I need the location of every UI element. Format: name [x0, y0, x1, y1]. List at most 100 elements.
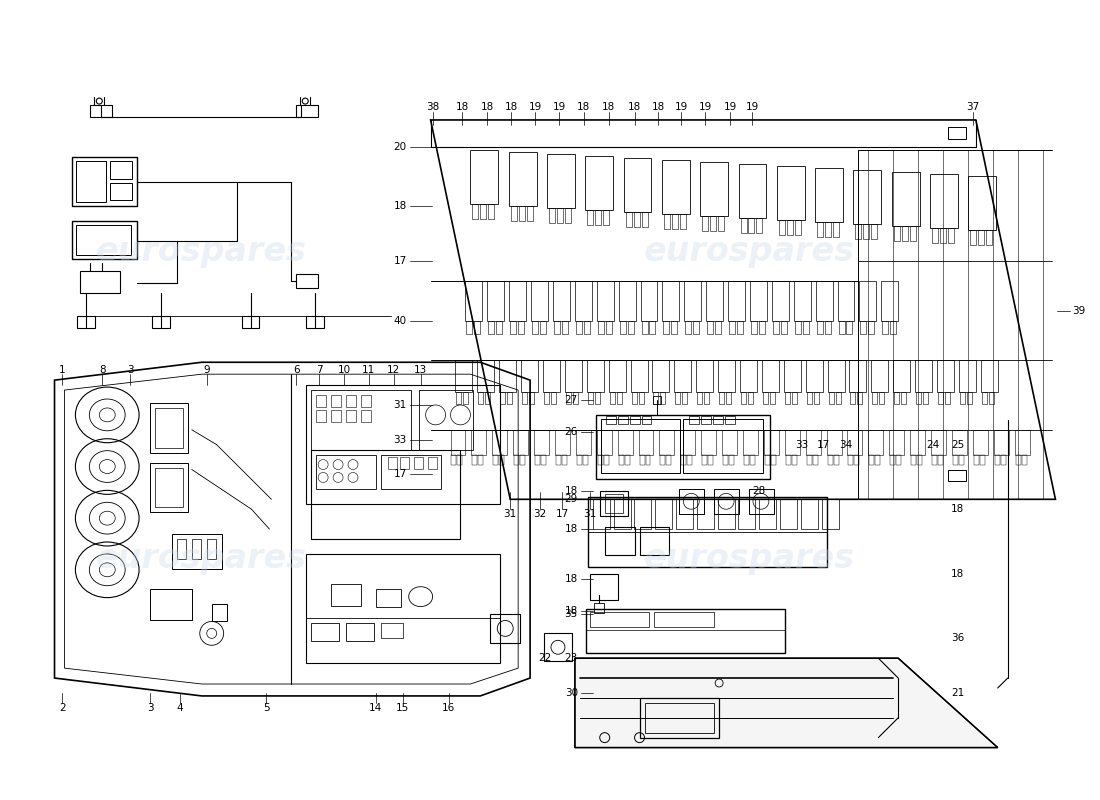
Bar: [932, 454, 937, 465]
Bar: [500, 392, 505, 404]
Bar: [702, 216, 708, 231]
Bar: [1014, 430, 1030, 454]
Text: 19: 19: [724, 102, 737, 112]
Bar: [554, 321, 560, 334]
Bar: [451, 430, 465, 454]
Bar: [726, 392, 732, 404]
Bar: [981, 360, 998, 392]
Bar: [806, 392, 812, 404]
Text: 4: 4: [177, 703, 184, 713]
Bar: [748, 218, 755, 233]
Bar: [672, 214, 678, 229]
Bar: [780, 499, 796, 529]
Bar: [586, 609, 784, 654]
Bar: [683, 419, 763, 474]
Bar: [649, 321, 656, 334]
Bar: [587, 210, 593, 226]
Bar: [850, 392, 856, 404]
Bar: [575, 281, 592, 321]
Bar: [596, 415, 770, 479]
Bar: [618, 416, 628, 424]
Bar: [722, 430, 737, 454]
Bar: [856, 224, 861, 239]
Bar: [311, 450, 461, 539]
Bar: [242, 315, 260, 327]
Text: 18: 18: [564, 574, 578, 584]
Bar: [938, 454, 943, 465]
Text: 12: 12: [387, 366, 400, 375]
Bar: [535, 454, 540, 465]
Bar: [150, 462, 188, 512]
Bar: [916, 392, 921, 404]
Text: 14: 14: [370, 703, 383, 713]
Bar: [876, 454, 880, 465]
Bar: [868, 430, 883, 454]
Bar: [110, 161, 132, 178]
Bar: [565, 360, 582, 392]
Text: 18: 18: [602, 102, 615, 112]
Bar: [854, 170, 881, 224]
Bar: [565, 392, 571, 404]
Text: 17: 17: [556, 510, 569, 519]
Bar: [696, 360, 713, 392]
Bar: [881, 281, 899, 321]
Bar: [155, 408, 183, 448]
Bar: [859, 281, 877, 321]
Bar: [826, 430, 842, 454]
Text: 32: 32: [534, 510, 547, 519]
Bar: [172, 534, 222, 569]
Bar: [970, 230, 977, 245]
Bar: [653, 392, 659, 404]
Bar: [639, 698, 719, 738]
Bar: [597, 454, 603, 465]
Text: 19: 19: [552, 102, 565, 112]
Bar: [635, 499, 651, 529]
Text: 18: 18: [652, 102, 666, 112]
Bar: [626, 212, 631, 227]
Bar: [600, 491, 628, 516]
Bar: [847, 430, 862, 454]
Bar: [940, 228, 946, 243]
Bar: [346, 410, 356, 422]
Bar: [487, 281, 504, 321]
Text: 40: 40: [394, 315, 407, 326]
Bar: [959, 454, 964, 465]
Bar: [606, 321, 612, 334]
Bar: [837, 281, 855, 321]
Bar: [510, 321, 516, 334]
Text: 17: 17: [817, 440, 830, 450]
Bar: [827, 454, 833, 465]
Bar: [514, 430, 528, 454]
Bar: [834, 454, 838, 465]
Bar: [771, 454, 775, 465]
Bar: [76, 161, 107, 202]
Bar: [614, 499, 630, 529]
Bar: [73, 222, 138, 259]
Text: 18: 18: [481, 102, 494, 112]
Bar: [346, 395, 356, 407]
Bar: [701, 416, 712, 424]
Bar: [894, 392, 899, 404]
Bar: [1001, 454, 1005, 465]
Bar: [931, 430, 946, 454]
Text: 25: 25: [952, 440, 965, 450]
Text: 26: 26: [564, 426, 578, 437]
Bar: [816, 321, 823, 334]
Text: 33: 33: [394, 434, 407, 445]
Bar: [871, 360, 889, 392]
Bar: [388, 457, 397, 469]
Bar: [868, 321, 875, 334]
Bar: [968, 175, 997, 230]
Text: 11: 11: [362, 366, 375, 375]
Bar: [889, 430, 904, 454]
Bar: [902, 226, 908, 241]
Bar: [980, 454, 984, 465]
Bar: [472, 204, 478, 219]
Bar: [556, 430, 570, 454]
Bar: [738, 499, 756, 529]
Bar: [177, 539, 186, 559]
Bar: [748, 392, 754, 404]
Bar: [493, 454, 498, 465]
Bar: [660, 392, 666, 404]
Bar: [604, 454, 608, 465]
